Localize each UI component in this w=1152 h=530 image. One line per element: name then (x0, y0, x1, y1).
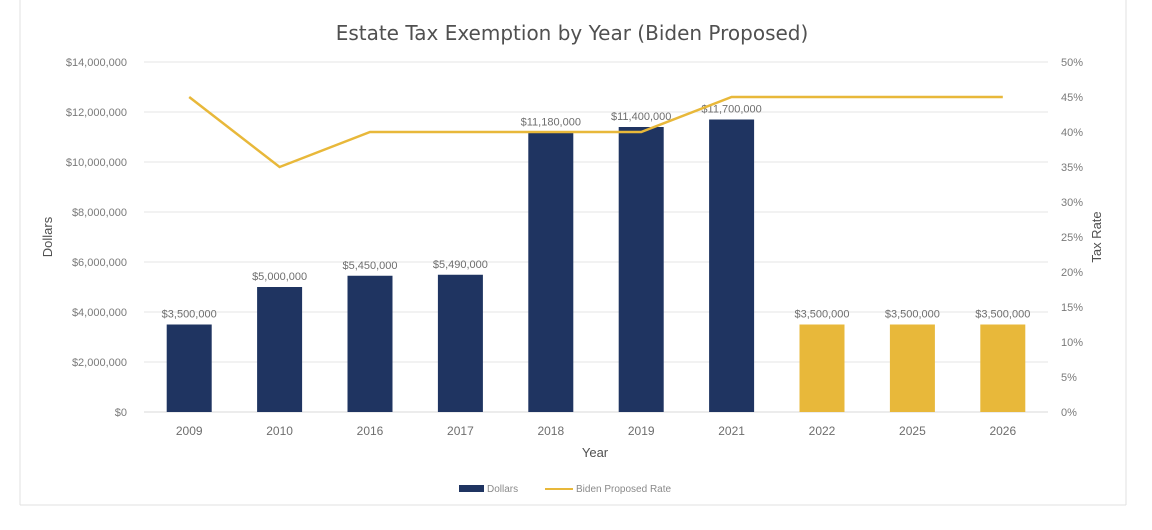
y-tick-label: $12,000,000 (66, 107, 127, 119)
bar-2019 (618, 127, 664, 412)
y-tick-label: $6,000,000 (72, 257, 127, 269)
x-axis-title: Year (582, 445, 609, 460)
bar-data-label: $11,180,000 (521, 117, 581, 129)
bar-data-label: $11,400,000 (611, 111, 671, 123)
y2-tick-label: 50% (1061, 57, 1083, 69)
y-axis-title: Dollars (40, 216, 55, 257)
y-tick-label: $10,000,000 (66, 157, 127, 169)
x-tick-label: 2018 (537, 424, 564, 438)
bar-2022 (799, 324, 845, 412)
y2-tick-label: 10% (1061, 337, 1083, 349)
y2-tick-label: 0% (1061, 407, 1077, 419)
y-tick-label: $4,000,000 (72, 307, 127, 319)
y2-tick-label: 35% (1061, 162, 1083, 174)
bar-2016 (347, 275, 393, 412)
x-axis-ticks: 2009 2010 2016 2017 2018 2019 2021 2022 2025 2026 (176, 424, 1017, 438)
y-tick-label: $14,000,000 (66, 57, 127, 69)
y2-tick-label: 15% (1061, 302, 1083, 314)
y2-tick-label: 40% (1061, 127, 1083, 139)
bar-2017 (437, 274, 483, 412)
bar-data-label: $3,500,000 (162, 309, 217, 321)
bar-2010 (257, 287, 303, 412)
x-tick-label: 2022 (809, 424, 836, 438)
y2-tick-label: 20% (1061, 267, 1083, 279)
bar-data-label: $11,700,000 (701, 104, 761, 116)
rate-line (188, 95, 1003, 169)
right-axis-ticks: 0% 5% 10% 15% 20% 25% 30% 35% 40% 45% 50% (1061, 57, 1083, 419)
y-tick-label: $2,000,000 (72, 357, 127, 369)
x-tick-label: 2025 (899, 424, 926, 438)
bar-data-label: $3,500,000 (975, 309, 1030, 321)
x-tick-label: 2026 (989, 424, 1016, 438)
left-axis-ticks: $0 $2,000,000 $4,000,000 $6,000,000 $8,000,0… (66, 57, 127, 419)
bar-2009 (166, 324, 212, 412)
bar-series (166, 119, 1026, 412)
bar-data-label: $5,000,000 (252, 271, 307, 283)
legend-swatch-dollars (459, 485, 484, 492)
y-tick-label: $0 (115, 407, 127, 419)
bar-data-labels: $3,500,000 $5,000,000 $5,450,000 $5,490,000… (162, 104, 1031, 321)
bar-data-label: $5,490,000 (433, 259, 488, 271)
y2-axis-title: Tax Rate (1089, 211, 1104, 262)
x-tick-label: 2016 (357, 424, 384, 438)
x-tick-label: 2009 (176, 424, 203, 438)
x-tick-label: 2017 (447, 424, 474, 438)
bar-2018 (528, 132, 574, 412)
y2-tick-label: 30% (1061, 197, 1083, 209)
y2-tick-label: 5% (1061, 372, 1077, 384)
line-series (188, 95, 1003, 169)
x-tick-label: 2010 (266, 424, 293, 438)
x-tick-label: 2021 (718, 424, 745, 438)
bar-data-label: $5,450,000 (342, 260, 397, 272)
bar-2026 (980, 324, 1026, 412)
legend-label-dollars: Dollars (487, 484, 518, 495)
bar-2025 (889, 324, 935, 412)
x-tick-label: 2019 (628, 424, 655, 438)
bar-data-label: $3,500,000 (885, 309, 940, 321)
y2-tick-label: 45% (1061, 92, 1083, 104)
y2-tick-label: 25% (1061, 232, 1083, 244)
chart-title: Estate Tax Exemption by Year (Biden Prop… (336, 21, 809, 45)
bar-data-label: $3,500,000 (794, 309, 849, 321)
bar-2021 (709, 119, 755, 412)
legend: Dollars Biden Proposed Rate (459, 484, 672, 495)
y-tick-label: $8,000,000 (72, 207, 127, 219)
legend-label-rate: Biden Proposed Rate (576, 484, 672, 495)
